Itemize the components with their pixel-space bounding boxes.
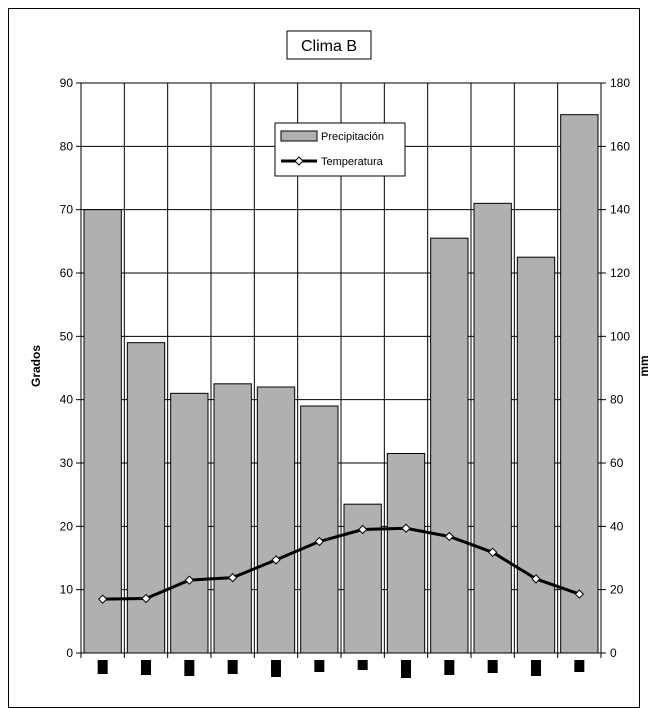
y-left-tick-label: 60 [60, 266, 74, 280]
y-left-axis-title: Grados [29, 345, 43, 387]
legend-marker-temperatura [294, 156, 304, 166]
temperature-line [102, 526, 580, 601]
y-right-tick-label: 100 [610, 329, 630, 343]
chart-svg: Clima B 0 10 20 30 40 50 60 70 80 90 0 20 40 60 80 100 1… [29, 30, 650, 678]
y-left-tick-label: 90 [60, 76, 74, 90]
x-category-label [357, 660, 368, 670]
temperature-point [97, 594, 108, 604]
precipitation-bar [473, 202, 512, 654]
x-category-label [444, 660, 455, 675]
y-right-tick-label: 160 [610, 139, 630, 153]
y-right-tick-label: 180 [610, 76, 630, 90]
precipitation-bar [560, 114, 599, 654]
precipitation-bar [126, 342, 166, 654]
y-right-axis-title: mm [637, 355, 650, 376]
x-category-label [227, 660, 238, 674]
precipitation-bar [430, 237, 469, 654]
temperature-point [487, 547, 498, 558]
y-right-tick-label: 140 [610, 203, 630, 217]
y-left-tick-label: 50 [60, 329, 74, 343]
precipitation-bar [213, 383, 252, 654]
x-category-label [141, 660, 151, 675]
y-left-tick-label: 0 [66, 646, 73, 660]
temperature-point [531, 574, 541, 584]
temperature-point [271, 555, 281, 565]
y-right-tick-label: 40 [610, 519, 624, 533]
y-left-tick-label: 10 [60, 583, 74, 597]
y-left-tick-label: 20 [60, 519, 74, 533]
title-box [286, 30, 372, 60]
temperature-point [314, 536, 325, 547]
precipitation-bar [256, 386, 296, 654]
y-left-tick-label: 70 [60, 203, 74, 217]
temperature-point [227, 572, 238, 583]
x-category-label [271, 660, 281, 677]
y-right-tick-label: 0 [610, 646, 617, 660]
precipitation-bar [516, 256, 556, 654]
legend-label-temperatura: Temperatura [321, 156, 384, 168]
axis-layer: 0 10 20 30 40 50 60 70 80 90 0 20 40 60 80 100 120 140 160… [60, 76, 630, 678]
temperature-point [444, 531, 455, 542]
bar-layer [83, 114, 599, 654]
x-category-label [531, 660, 541, 676]
y-right-tick-label: 60 [610, 456, 624, 470]
chart-title: Clima B [301, 38, 357, 55]
y-right-tick-label: 80 [610, 393, 624, 407]
legend: Precipitación Temperatura [274, 122, 406, 177]
precipitation-bar [83, 209, 122, 654]
y-right-tick-label: 20 [610, 583, 624, 597]
temperature-point [184, 575, 195, 585]
x-category-label [401, 660, 411, 678]
precipitation-bar [300, 405, 339, 654]
y-left-tick-label: 40 [60, 393, 74, 407]
x-category-label [97, 660, 108, 674]
grid-layer [81, 82, 601, 653]
x-category-label [184, 660, 195, 676]
temperature-point [141, 593, 151, 604]
y-left-tick-label: 80 [60, 139, 74, 153]
line-layer [97, 523, 585, 604]
temperature-point [357, 524, 368, 535]
y-left-tick-label: 30 [60, 456, 74, 470]
legend-label-precipitacion: Precipitación [321, 131, 384, 143]
x-category-label [487, 660, 498, 673]
precipitation-bar [386, 453, 426, 654]
y-right-tick-label: 120 [610, 266, 630, 280]
x-category-label [574, 660, 585, 672]
temperature-point [574, 589, 585, 599]
temperature-point [401, 523, 411, 533]
x-category-label [314, 660, 325, 672]
legend-swatch-precipitacion [280, 130, 318, 142]
precipitation-bar [170, 392, 209, 654]
